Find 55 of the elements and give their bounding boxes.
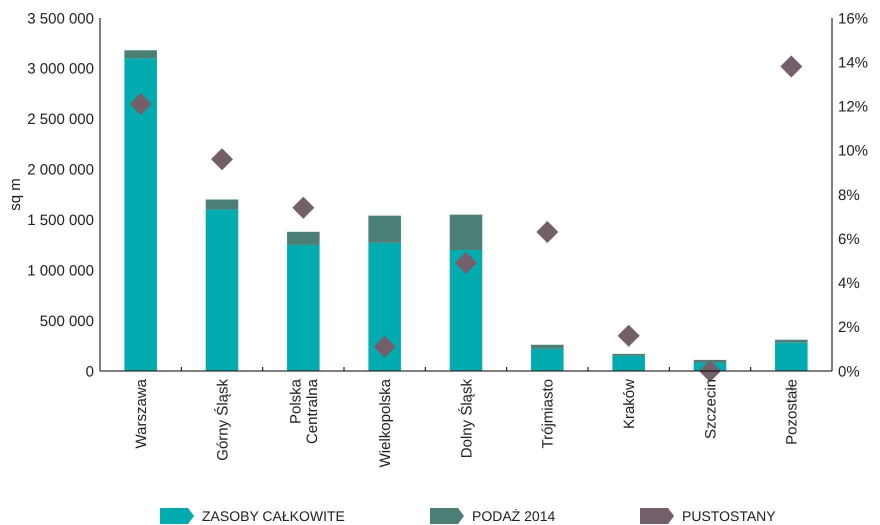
bar <box>368 242 401 371</box>
point <box>780 56 802 78</box>
x-tick-label: Pozostałe <box>784 379 801 445</box>
bar <box>775 342 808 371</box>
x-tick-label: Szczecin <box>702 379 720 440</box>
y-tick-label: 1 500 000 <box>27 212 94 229</box>
bar <box>775 340 808 343</box>
bar <box>531 348 564 371</box>
bar <box>368 216 401 243</box>
point <box>292 196 314 219</box>
point <box>699 360 721 382</box>
y2-tick-label: 16% <box>838 10 868 28</box>
y-tick-label: 3 000 000 <box>27 60 94 78</box>
y2-tick-label: 14% <box>838 54 868 72</box>
y-axis-title: sq m <box>7 178 24 211</box>
bar <box>287 232 320 245</box>
y2-tick-label: 4% <box>838 275 860 292</box>
y-tick-label: 1 000 000 <box>27 262 94 280</box>
bar <box>287 244 320 371</box>
point <box>455 252 477 274</box>
bar <box>531 344 564 349</box>
legend-label: PODAŻ 2014 <box>472 508 556 524</box>
bar <box>450 214 482 250</box>
legend-label: PUSTOSTANY <box>682 508 776 524</box>
point <box>130 93 152 116</box>
x-tick-label: Wielkopolska <box>376 378 394 468</box>
y-tick-label: 3 500 000 <box>27 10 94 28</box>
y2-tick-label: 2% <box>838 319 860 336</box>
legend-label: ZASOBY CAŁKOWITE <box>202 508 345 524</box>
x-tick-label: Kraków <box>620 378 638 430</box>
y2-tick-label: 8% <box>838 186 860 204</box>
point <box>618 324 640 347</box>
point <box>211 148 233 170</box>
y-tick-label: 0 <box>86 363 94 380</box>
y2-tick-label: 12% <box>838 98 868 116</box>
x-tick-label: Dolny Śląsk <box>457 378 476 458</box>
bar <box>694 360 726 363</box>
x-tick-label: Trójmiasto <box>540 379 557 448</box>
y-tick-label: 2 500 000 <box>27 111 94 128</box>
y2-tick-label: 0% <box>838 363 860 380</box>
x-tick-label: Warszawa <box>132 378 150 448</box>
bar <box>124 50 157 58</box>
bar <box>206 200 238 210</box>
y-tick-label: 2 000 000 <box>27 162 94 179</box>
x-tick-label: Górny Śląsk <box>213 378 232 461</box>
point <box>374 336 396 358</box>
y2-tick-label: 10% <box>838 142 868 160</box>
y2-tick-label: 6% <box>838 230 860 248</box>
y-tick-label: 500 000 <box>40 312 94 330</box>
bar <box>612 356 645 371</box>
bar <box>124 58 157 371</box>
point <box>536 221 558 244</box>
bar <box>450 250 482 371</box>
bar <box>206 210 238 371</box>
x-tick-label: Polska Centralna <box>287 378 321 444</box>
